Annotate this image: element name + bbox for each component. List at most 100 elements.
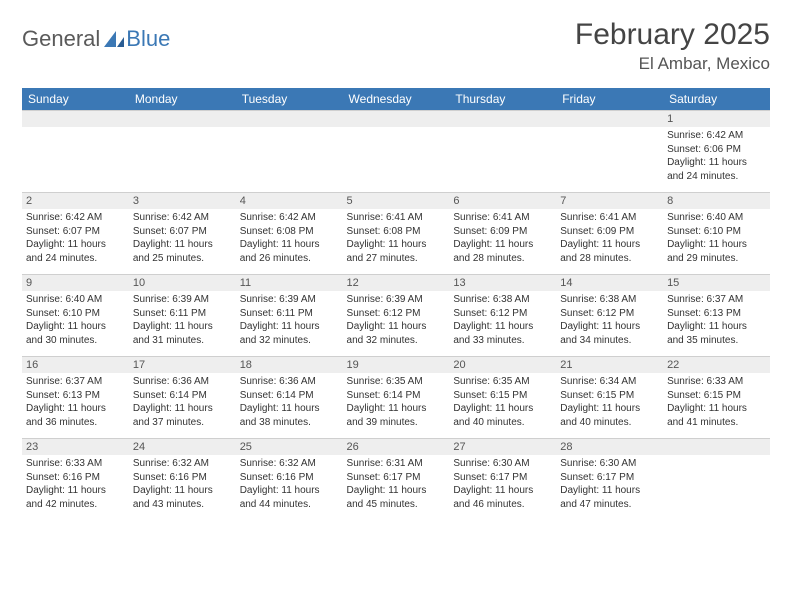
- day-number: 2: [22, 192, 129, 209]
- calendar-day-cell: 7Sunrise: 6:41 AMSunset: 6:09 PMDaylight…: [556, 192, 663, 274]
- daylight-line: Daylight: 11 hours and 43 minutes.: [133, 484, 232, 511]
- sunrise-line: Sunrise: 6:37 AM: [26, 375, 125, 389]
- sunrise-line: Sunrise: 6:41 AM: [347, 211, 446, 225]
- calendar-day-cell: 16Sunrise: 6:37 AMSunset: 6:13 PMDayligh…: [22, 356, 129, 438]
- daylight-line: Daylight: 11 hours and 32 minutes.: [240, 320, 339, 347]
- weekday-header: Sunday: [22, 88, 129, 110]
- daylight-line: Daylight: 11 hours and 30 minutes.: [26, 320, 125, 347]
- sunset-line: Sunset: 6:08 PM: [347, 225, 446, 239]
- weekday-header: Tuesday: [236, 88, 343, 110]
- calendar-day-cell: [449, 110, 556, 192]
- day-content: Sunrise: 6:35 AMSunset: 6:14 PMDaylight:…: [343, 373, 450, 433]
- sunrise-line: Sunrise: 6:40 AM: [667, 211, 766, 225]
- daylight-line: Daylight: 11 hours and 42 minutes.: [26, 484, 125, 511]
- day-number: 14: [556, 274, 663, 291]
- calendar-week: 23Sunrise: 6:33 AMSunset: 6:16 PMDayligh…: [22, 438, 770, 520]
- daylight-line: Daylight: 11 hours and 27 minutes.: [347, 238, 446, 265]
- calendar-day-cell: 24Sunrise: 6:32 AMSunset: 6:16 PMDayligh…: [129, 438, 236, 520]
- calendar-table: SundayMondayTuesdayWednesdayThursdayFrid…: [22, 88, 770, 520]
- daylight-line: Daylight: 11 hours and 25 minutes.: [133, 238, 232, 265]
- day-content: Sunrise: 6:42 AMSunset: 6:08 PMDaylight:…: [236, 209, 343, 269]
- day-content: Sunrise: 6:32 AMSunset: 6:16 PMDaylight:…: [129, 455, 236, 515]
- weekday-header: Saturday: [663, 88, 770, 110]
- calendar-day-cell: 5Sunrise: 6:41 AMSunset: 6:08 PMDaylight…: [343, 192, 450, 274]
- day-content: Sunrise: 6:37 AMSunset: 6:13 PMDaylight:…: [22, 373, 129, 433]
- day-number: 12: [343, 274, 450, 291]
- sunrise-line: Sunrise: 6:36 AM: [240, 375, 339, 389]
- day-number: 24: [129, 438, 236, 455]
- daylight-line: Daylight: 11 hours and 37 minutes.: [133, 402, 232, 429]
- day-number: 27: [449, 438, 556, 455]
- daylight-line: Daylight: 11 hours and 41 minutes.: [667, 402, 766, 429]
- day-number: 3: [129, 192, 236, 209]
- sunrise-line: Sunrise: 6:39 AM: [347, 293, 446, 307]
- sunrise-line: Sunrise: 6:30 AM: [560, 457, 659, 471]
- sunrise-line: Sunrise: 6:39 AM: [240, 293, 339, 307]
- calendar-day-cell: [22, 110, 129, 192]
- day-number: 11: [236, 274, 343, 291]
- day-number: 21: [556, 356, 663, 373]
- day-number: 26: [343, 438, 450, 455]
- daylight-line: Daylight: 11 hours and 44 minutes.: [240, 484, 339, 511]
- calendar-day-cell: 4Sunrise: 6:42 AMSunset: 6:08 PMDaylight…: [236, 192, 343, 274]
- day-number: 8: [663, 192, 770, 209]
- day-content: Sunrise: 6:39 AMSunset: 6:12 PMDaylight:…: [343, 291, 450, 351]
- sunrise-line: Sunrise: 6:41 AM: [453, 211, 552, 225]
- sunset-line: Sunset: 6:13 PM: [667, 307, 766, 321]
- day-content: Sunrise: 6:34 AMSunset: 6:15 PMDaylight:…: [556, 373, 663, 433]
- calendar-day-cell: 1Sunrise: 6:42 AMSunset: 6:06 PMDaylight…: [663, 110, 770, 192]
- calendar-day-cell: [556, 110, 663, 192]
- daylight-line: Daylight: 11 hours and 24 minutes.: [26, 238, 125, 265]
- weekday-header: Wednesday: [343, 88, 450, 110]
- day-content: Sunrise: 6:42 AMSunset: 6:06 PMDaylight:…: [663, 127, 770, 187]
- sunrise-line: Sunrise: 6:41 AM: [560, 211, 659, 225]
- calendar-day-cell: [663, 438, 770, 520]
- calendar-day-cell: 21Sunrise: 6:34 AMSunset: 6:15 PMDayligh…: [556, 356, 663, 438]
- daylight-line: Daylight: 11 hours and 40 minutes.: [560, 402, 659, 429]
- day-content: Sunrise: 6:41 AMSunset: 6:09 PMDaylight:…: [556, 209, 663, 269]
- sunset-line: Sunset: 6:12 PM: [453, 307, 552, 321]
- sail-icon: [104, 31, 124, 47]
- weekday-header: Thursday: [449, 88, 556, 110]
- day-content: Sunrise: 6:30 AMSunset: 6:17 PMDaylight:…: [449, 455, 556, 515]
- calendar-day-cell: [236, 110, 343, 192]
- day-number: [449, 110, 556, 127]
- daylight-line: Daylight: 11 hours and 29 minutes.: [667, 238, 766, 265]
- calendar-day-cell: 6Sunrise: 6:41 AMSunset: 6:09 PMDaylight…: [449, 192, 556, 274]
- sunset-line: Sunset: 6:16 PM: [240, 471, 339, 485]
- sunset-line: Sunset: 6:17 PM: [347, 471, 446, 485]
- brand-logo: General Blue: [22, 18, 170, 52]
- calendar-day-cell: 26Sunrise: 6:31 AMSunset: 6:17 PMDayligh…: [343, 438, 450, 520]
- sunset-line: Sunset: 6:11 PM: [133, 307, 232, 321]
- calendar-day-cell: 28Sunrise: 6:30 AMSunset: 6:17 PMDayligh…: [556, 438, 663, 520]
- daylight-line: Daylight: 11 hours and 34 minutes.: [560, 320, 659, 347]
- calendar-week: 9Sunrise: 6:40 AMSunset: 6:10 PMDaylight…: [22, 274, 770, 356]
- day-number: [343, 110, 450, 127]
- daylight-line: Daylight: 11 hours and 35 minutes.: [667, 320, 766, 347]
- daylight-line: Daylight: 11 hours and 39 minutes.: [347, 402, 446, 429]
- calendar-day-cell: 12Sunrise: 6:39 AMSunset: 6:12 PMDayligh…: [343, 274, 450, 356]
- day-number: 23: [22, 438, 129, 455]
- calendar-day-cell: 27Sunrise: 6:30 AMSunset: 6:17 PMDayligh…: [449, 438, 556, 520]
- sunset-line: Sunset: 6:09 PM: [560, 225, 659, 239]
- calendar-day-cell: 13Sunrise: 6:38 AMSunset: 6:12 PMDayligh…: [449, 274, 556, 356]
- calendar-day-cell: 22Sunrise: 6:33 AMSunset: 6:15 PMDayligh…: [663, 356, 770, 438]
- sunrise-line: Sunrise: 6:36 AM: [133, 375, 232, 389]
- day-content: Sunrise: 6:33 AMSunset: 6:15 PMDaylight:…: [663, 373, 770, 433]
- sunrise-line: Sunrise: 6:38 AM: [453, 293, 552, 307]
- sunset-line: Sunset: 6:17 PM: [453, 471, 552, 485]
- daylight-line: Daylight: 11 hours and 46 minutes.: [453, 484, 552, 511]
- day-number: 13: [449, 274, 556, 291]
- daylight-line: Daylight: 11 hours and 26 minutes.: [240, 238, 339, 265]
- day-number: 18: [236, 356, 343, 373]
- day-content: Sunrise: 6:40 AMSunset: 6:10 PMDaylight:…: [663, 209, 770, 269]
- calendar-day-cell: [343, 110, 450, 192]
- day-number: 28: [556, 438, 663, 455]
- day-number: 9: [22, 274, 129, 291]
- calendar-day-cell: 19Sunrise: 6:35 AMSunset: 6:14 PMDayligh…: [343, 356, 450, 438]
- sunset-line: Sunset: 6:09 PM: [453, 225, 552, 239]
- sunrise-line: Sunrise: 6:38 AM: [560, 293, 659, 307]
- location-label: El Ambar, Mexico: [575, 54, 770, 74]
- sunset-line: Sunset: 6:15 PM: [453, 389, 552, 403]
- sunrise-line: Sunrise: 6:40 AM: [26, 293, 125, 307]
